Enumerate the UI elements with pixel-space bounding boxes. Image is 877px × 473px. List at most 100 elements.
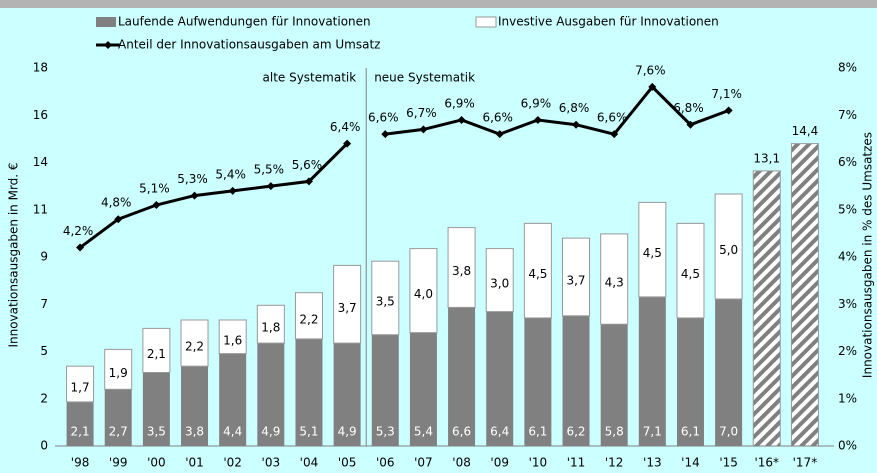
x-tick-label: '11: [567, 456, 586, 470]
bar-segment: [104, 348, 133, 390]
y-tick-label: 2: [40, 391, 48, 405]
legend-label: Anteil der Innovationsausgaben am Umsatz: [118, 38, 380, 52]
bar-segment: [371, 260, 400, 336]
data-label: 13,1: [753, 151, 780, 165]
bar-segment: [104, 389, 132, 446]
data-label: 5,0: [719, 243, 738, 257]
data-label: 2,2: [185, 340, 204, 354]
bar-segment: [371, 334, 399, 446]
y2-tick-label: 8%: [838, 61, 857, 75]
data-label: 5,5%: [254, 163, 285, 177]
data-label: 2,1: [71, 425, 90, 439]
line-marker: [610, 130, 619, 139]
data-label: 6,1: [681, 425, 700, 439]
bar-segment: [409, 332, 437, 446]
data-label: 6,1: [528, 425, 547, 439]
x-tick-label: '02: [223, 456, 242, 470]
line-marker: [495, 130, 504, 139]
line-marker: [648, 82, 657, 91]
x-tick-label: '06: [376, 456, 395, 470]
x-tick-label: '01: [185, 456, 204, 470]
data-label: 1,8: [261, 321, 280, 335]
line: [385, 84, 730, 136]
y-tick-label: 14: [33, 155, 48, 169]
x-tick-label: '04: [300, 456, 319, 470]
data-label: 6,6%: [482, 111, 513, 125]
y-tick-label: 18: [33, 61, 48, 75]
bar-segment: [600, 324, 628, 446]
y2-axis-label: Innovationsausgaben in % des Umsatzes: [861, 132, 875, 378]
bar-segment: [523, 222, 552, 319]
data-label: 4,2%: [63, 224, 94, 238]
x-tick-label: '09: [490, 456, 509, 470]
bar-segment: [562, 237, 591, 317]
line-marker: [76, 243, 85, 252]
y-tick-label: 9: [40, 250, 48, 264]
data-label: 6,8%: [559, 101, 590, 115]
y-tick-label: 7: [40, 297, 48, 311]
data-label: 3,7: [338, 301, 357, 315]
annotation: alte Systematik: [263, 71, 357, 85]
data-label: 6,4: [490, 425, 509, 439]
data-label: 5,1%: [139, 182, 170, 196]
y-tick-label: 0: [40, 439, 48, 453]
bar-segment: [181, 366, 209, 446]
data-label: 6,6%: [368, 111, 399, 125]
data-label: 6,4%: [330, 120, 361, 134]
y-tick-label: 16: [33, 108, 48, 122]
data-label: 1,6: [223, 333, 242, 347]
x-tick-label: '08: [452, 456, 471, 470]
bar-segment: [714, 193, 743, 300]
bar-segment: [256, 304, 285, 344]
y2-tick-label: 5%: [838, 202, 857, 216]
top-bar: [0, 0, 877, 8]
data-label: 7,1%: [711, 87, 742, 101]
line-marker: [381, 130, 390, 139]
line-marker: [419, 125, 428, 134]
y-axis-label: Innovationsausgaben in Mrd. €: [7, 162, 21, 347]
bar-segment: [142, 327, 171, 373]
bar-segment: [638, 296, 666, 446]
line-marker: [266, 182, 275, 191]
forecast-bar: [752, 170, 781, 447]
data-label: 3,8: [185, 425, 204, 439]
bar-segment: [333, 343, 361, 446]
line-marker: [533, 115, 542, 124]
x-tick-label: '17*: [793, 456, 818, 470]
data-label: 4,9: [261, 425, 280, 439]
bar-segment: [180, 319, 209, 367]
data-label: 1,7: [71, 381, 90, 395]
y2-tick-label: 4%: [838, 250, 857, 264]
bar-segment: [485, 248, 514, 313]
data-label: 7,0: [719, 425, 738, 439]
x-tick-label: '15: [719, 456, 738, 470]
bar-segment: [409, 248, 438, 334]
bar-segment: [524, 317, 552, 446]
x-tick-label: '00: [147, 456, 166, 470]
x-tick-label: '99: [109, 456, 128, 470]
y2-tick-label: 2%: [838, 344, 857, 358]
y-tick-label: 11: [33, 202, 48, 216]
data-label: 3,5: [376, 294, 395, 308]
data-label: 3,8: [452, 264, 471, 278]
bar-segment: [715, 299, 743, 446]
y2-tick-label: 1%: [838, 391, 857, 405]
x-tick-label: '05: [338, 456, 357, 470]
y2-tick-label: 0%: [838, 439, 857, 453]
x-tick-label: '07: [414, 456, 433, 470]
bar-segment: [448, 307, 476, 446]
data-label: 6,9%: [521, 96, 552, 110]
data-label: 4,5: [643, 246, 662, 260]
data-label: 2,1: [147, 347, 166, 361]
line-marker: [152, 201, 161, 210]
data-label: 5,4: [414, 425, 433, 439]
data-label: 5,3: [376, 425, 395, 439]
legend-swatch: [96, 17, 116, 27]
annotation: neue Systematik: [374, 71, 475, 85]
bar-segment: [486, 311, 514, 446]
line-marker: [304, 177, 313, 186]
x-tick-label: '12: [605, 456, 624, 470]
legend-label: Laufende Aufwendungen für Innovationen: [118, 15, 371, 29]
bar-segment: [600, 233, 629, 325]
